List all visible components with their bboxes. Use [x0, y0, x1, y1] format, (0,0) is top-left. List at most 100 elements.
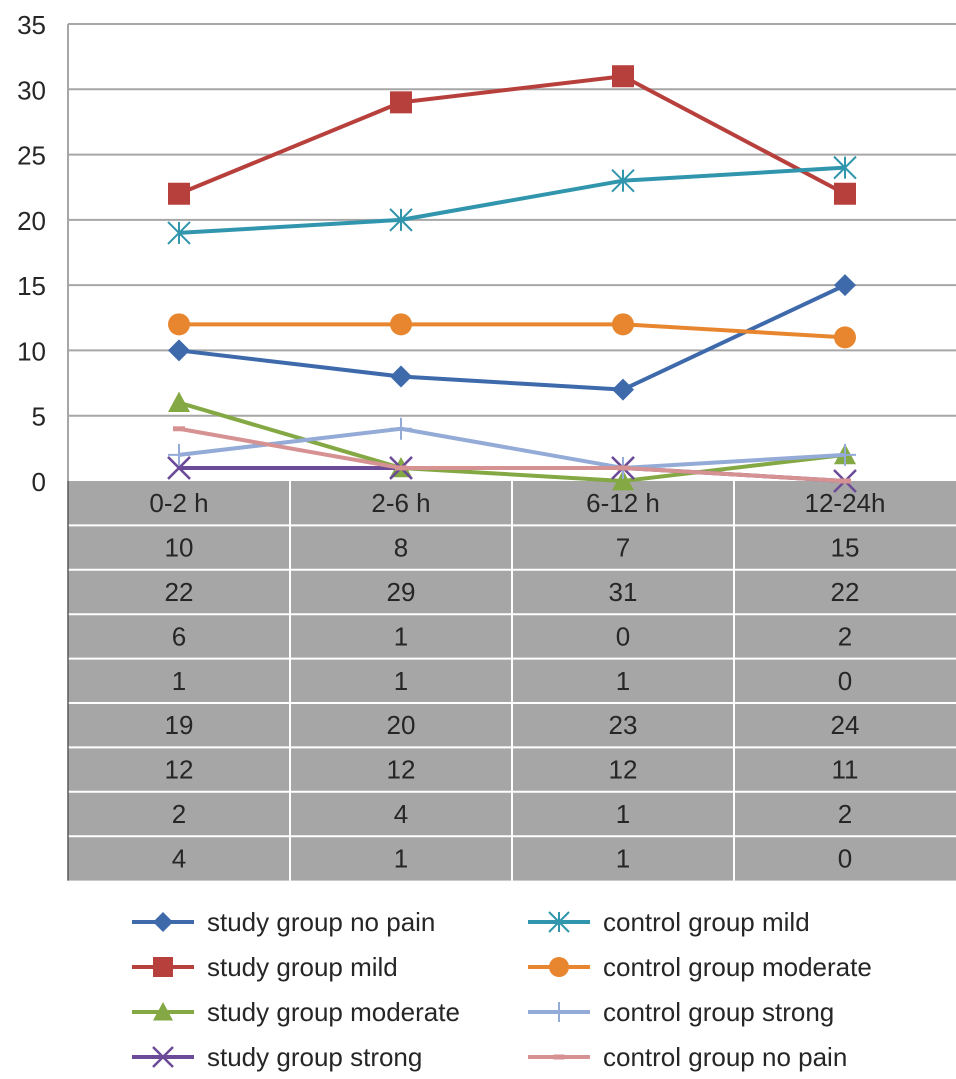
- series-line: [178, 283, 846, 392]
- marker-x: [152, 1046, 174, 1068]
- x-category-label: 12-24h: [805, 488, 886, 518]
- legend-item: control group mild: [528, 907, 810, 937]
- legend-label: control group no pain: [603, 1042, 847, 1072]
- data-table-cell: 12: [165, 755, 194, 785]
- data-table-cell: 22: [831, 577, 860, 607]
- marker-circle: [612, 313, 634, 336]
- marker-diamond: [153, 912, 173, 932]
- y-tick-label: 10: [17, 336, 46, 366]
- series-line: [178, 400, 846, 483]
- data-table-cell: 4: [394, 799, 408, 829]
- data-table-cell: 10: [165, 533, 194, 563]
- data-table-cell: 11: [832, 755, 859, 785]
- series: [168, 313, 856, 349]
- marker-plus: [390, 417, 412, 440]
- y-tick-label: 25: [17, 141, 46, 171]
- marker-circle: [168, 313, 190, 336]
- marker-triangle: [153, 1002, 173, 1021]
- series-line: [179, 322, 846, 340]
- data-table-cell: 20: [387, 710, 416, 740]
- marker-dash: [172, 426, 186, 432]
- y-tick-label: 35: [17, 10, 46, 40]
- y-tick-label: 30: [17, 75, 46, 105]
- marker-square: [612, 65, 634, 88]
- legend-label: study group no pain: [207, 907, 435, 937]
- marker-square: [834, 182, 856, 205]
- legend-label: control group strong: [603, 997, 834, 1027]
- marker-asterisk: [548, 911, 570, 933]
- data-table-cell: 15: [831, 533, 860, 563]
- x-category-label: 2-6 h: [371, 488, 430, 518]
- legend-item: study group strong: [132, 1042, 422, 1072]
- series: [167, 155, 857, 245]
- marker-circle: [834, 326, 856, 349]
- marker-x: [167, 456, 191, 480]
- marker-diamond: [612, 378, 634, 401]
- series: [168, 274, 856, 401]
- data-table-cell: 23: [609, 710, 638, 740]
- y-axis-tick-labels: 0 5 10 15 20 25 30 35: [17, 10, 46, 497]
- marker-dash: [394, 465, 408, 471]
- marker-diamond: [834, 274, 856, 297]
- marker-diamond: [390, 365, 412, 388]
- marker-triangle: [612, 470, 634, 491]
- marker-plus: [834, 443, 856, 466]
- marker-plus: [549, 1002, 569, 1022]
- data-table-cell: 1: [616, 799, 630, 829]
- marker-asterisk: [389, 208, 413, 232]
- marker-triangle: [168, 391, 190, 413]
- legend-label: control group moderate: [603, 952, 872, 982]
- y-tick-label: 20: [17, 206, 46, 236]
- marker-diamond: [168, 339, 190, 362]
- data-table-cell: 7: [616, 533, 630, 563]
- marker-square: [153, 957, 173, 977]
- series: [168, 65, 856, 205]
- data-table-cell: 0: [616, 621, 630, 651]
- marker-plus: [168, 443, 190, 466]
- legend-item: control group moderate: [528, 952, 872, 982]
- series-line: [178, 165, 846, 235]
- gridlines: [68, 23, 956, 417]
- data-table-cell: 1: [394, 843, 408, 873]
- marker-asterisk: [833, 155, 857, 180]
- marker-circle: [549, 957, 569, 977]
- data-table-cell: 1: [394, 621, 408, 651]
- data-table-cell: 2: [172, 799, 186, 829]
- data-table-cell: 6: [172, 621, 186, 651]
- data-table-cell: 2: [838, 799, 852, 829]
- legend-item: control group no pain: [528, 1042, 847, 1072]
- data-table-cell: 0: [838, 666, 852, 696]
- legend-label: control group mild: [603, 907, 810, 937]
- data-table-cell: 31: [609, 577, 638, 607]
- data-table-cell: 0: [838, 843, 852, 873]
- legend: study group no pain study group mild study…: [132, 907, 872, 1072]
- data-table-cell: 19: [165, 710, 194, 740]
- y-tick-label: 15: [17, 271, 46, 301]
- marker-x-stroke: [152, 1046, 174, 1068]
- data-table-cell: 2: [838, 621, 852, 651]
- series-group: [167, 65, 857, 493]
- data-table-cell: 8: [394, 533, 408, 563]
- data-table-cell: 1: [616, 843, 630, 873]
- marker-circle: [390, 313, 412, 336]
- marker-dash: [616, 465, 630, 471]
- series-line: [178, 426, 846, 470]
- series-line: [178, 74, 846, 196]
- legend-item: study group mild: [132, 952, 398, 982]
- x-category-label: 6-12 h: [586, 488, 660, 518]
- marker-asterisk: [167, 221, 191, 245]
- legend-item: study group no pain: [132, 907, 435, 937]
- data-table-cell: 1: [394, 666, 408, 696]
- marker-x-stroke: [167, 456, 191, 480]
- legend-label: study group moderate: [207, 997, 460, 1027]
- legend-item: control group strong: [528, 997, 834, 1027]
- series: [168, 391, 856, 491]
- data-table-cell: 4: [172, 843, 186, 873]
- marker-asterisk: [611, 168, 635, 193]
- data-table-cell: 24: [831, 710, 860, 740]
- marker-dash: [553, 1054, 565, 1060]
- data-table-cell: 22: [165, 577, 194, 607]
